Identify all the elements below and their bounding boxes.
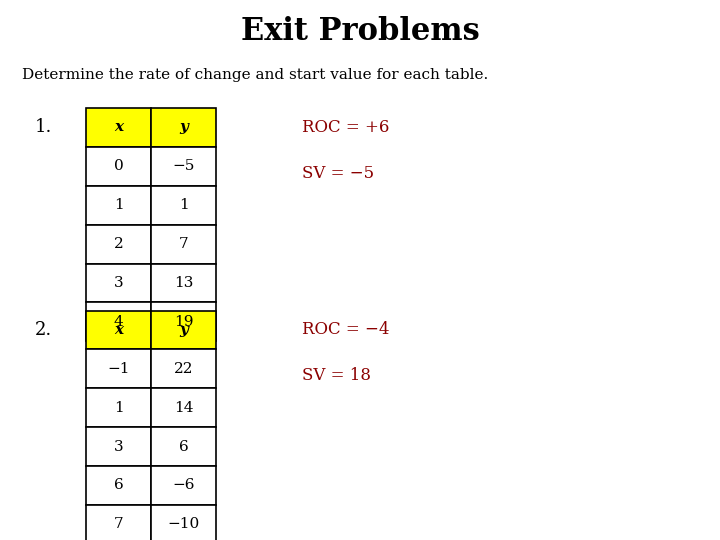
Bar [86,388,151,427]
Bar [151,147,216,186]
Bar [151,349,216,388]
Text: −5: −5 [172,159,195,173]
Bar [86,349,151,388]
Text: 14: 14 [174,401,194,415]
Text: y: y [179,323,188,337]
Text: 6: 6 [114,478,124,492]
Bar [86,505,151,540]
Text: −1: −1 [107,362,130,376]
Bar [86,264,151,302]
Bar [86,225,151,264]
Text: 22: 22 [174,362,194,376]
Text: ROC = +6: ROC = +6 [302,119,390,136]
Bar [151,310,216,349]
Text: x: x [114,120,123,134]
Text: 4: 4 [114,315,124,329]
Text: 7: 7 [114,517,124,531]
Bar [151,505,216,540]
Bar [151,466,216,505]
Text: 1: 1 [114,198,124,212]
Text: 0: 0 [114,159,124,173]
Text: SV = −5: SV = −5 [302,165,374,182]
Bar [86,427,151,466]
Text: 7: 7 [179,237,189,251]
Bar [86,186,151,225]
Text: 1: 1 [179,198,189,212]
Text: 2: 2 [114,237,124,251]
Text: 1: 1 [114,401,124,415]
Text: 1.: 1. [35,118,52,137]
Text: SV = 18: SV = 18 [302,367,372,384]
Bar [151,302,216,341]
Text: y: y [179,120,188,134]
Bar [151,388,216,427]
Bar [86,310,151,349]
Bar [151,186,216,225]
Text: 19: 19 [174,315,194,329]
Text: Exit Problems: Exit Problems [240,16,480,47]
Text: ROC = −4: ROC = −4 [302,321,390,339]
Bar [86,466,151,505]
Bar [86,147,151,186]
Text: 6: 6 [179,440,189,454]
Text: x: x [114,323,123,337]
Text: Determine the rate of change and start value for each table.: Determine the rate of change and start v… [22,68,488,82]
Bar [86,302,151,341]
Text: 2.: 2. [35,321,52,339]
Bar [151,225,216,264]
Bar [151,108,216,147]
Bar [86,108,151,147]
Text: 13: 13 [174,276,193,290]
Text: 3: 3 [114,276,124,290]
Text: 3: 3 [114,440,124,454]
Bar [151,427,216,466]
Text: −6: −6 [172,478,195,492]
Text: −10: −10 [168,517,199,531]
Bar [151,264,216,302]
